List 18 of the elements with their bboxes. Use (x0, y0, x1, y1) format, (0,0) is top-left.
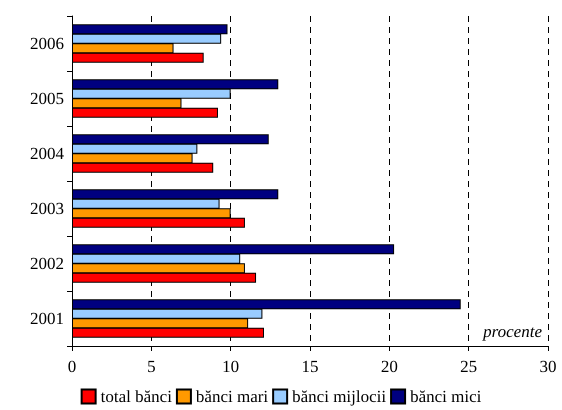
y-tick-label: 2006 (30, 34, 64, 53)
legend-label: bănci mijlocii (292, 387, 386, 406)
y-tick-label: 2005 (30, 89, 64, 108)
y-tick-label: 2002 (30, 254, 64, 273)
y-tick-label: 2004 (30, 144, 64, 163)
x-tick-label: 20 (380, 357, 398, 376)
y-tick-label: 2001 (30, 309, 64, 328)
annotation: procente (482, 322, 542, 341)
y-tick-label: 2003 (30, 199, 64, 218)
legend-label: bănci mari (196, 387, 268, 406)
legend-label: total bănci (100, 387, 172, 406)
x-tick-label: 10 (222, 357, 240, 376)
x-tick-label: 25 (460, 357, 478, 376)
x-tick-label: 30 (540, 357, 556, 376)
x-tick-label: 5 (147, 357, 156, 376)
x-tick-label: 0 (68, 357, 76, 376)
x-tick-label: 15 (302, 357, 318, 376)
legend-label: bănci mici (410, 387, 482, 406)
